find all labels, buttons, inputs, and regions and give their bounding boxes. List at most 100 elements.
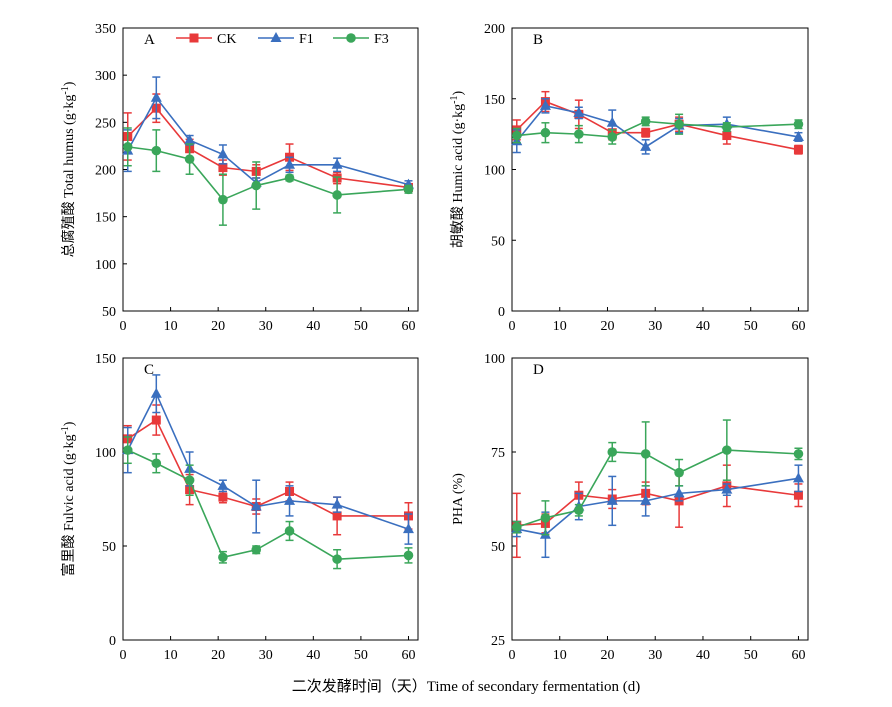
- data-point: [607, 447, 618, 457]
- data-point: [250, 500, 262, 511]
- data-point: [792, 130, 804, 141]
- y-axis-label: 总腐殖酸 Total humus (g·kg-1): [60, 81, 78, 257]
- x-tick-label: 30: [648, 648, 662, 663]
- x-axis-title: 二次发酵时间（天）Time of secondary fermentation …: [292, 678, 641, 695]
- legend-entry-f3: F3: [333, 32, 389, 47]
- data-point: [511, 130, 522, 141]
- series-line: [127, 96, 409, 186]
- data-point: [251, 544, 262, 555]
- legend-marker: [270, 32, 282, 42]
- y-axis-label: 胡敏酸 Humic acid (g·kg-1): [449, 91, 467, 249]
- data-point: [540, 513, 551, 523]
- x-tick-label: 50: [354, 648, 368, 663]
- data-point: [403, 550, 414, 561]
- series-line: [516, 449, 799, 528]
- y-tick-label: 100: [95, 446, 116, 461]
- x-tick-label: 10: [553, 319, 567, 334]
- data-point: [150, 91, 162, 102]
- legend-entry-ck: CK: [176, 32, 236, 47]
- series-line: [127, 449, 409, 560]
- series-f1: [122, 76, 414, 190]
- x-tick-label: 40: [306, 319, 320, 334]
- plot-frame: [511, 27, 809, 312]
- data-point: [539, 99, 551, 110]
- series-ck: [123, 93, 413, 192]
- legend-label: F3: [374, 32, 389, 47]
- x-tick-label: 30: [259, 319, 273, 334]
- y-tick-label: 25: [491, 634, 505, 649]
- legend-marker: [346, 33, 356, 43]
- y-tick-label: 50: [102, 540, 116, 555]
- series-line: [516, 104, 799, 148]
- y-tick-label: 0: [498, 305, 505, 320]
- data-point: [251, 180, 262, 191]
- data-point: [640, 116, 651, 127]
- series-line: [516, 120, 799, 138]
- y-axis-label: PHA (%): [451, 473, 466, 525]
- legend: CK F1 F3: [176, 32, 389, 47]
- legend-marker: [189, 33, 199, 43]
- y-tick-label: 100: [95, 258, 116, 273]
- series-line: [516, 100, 799, 151]
- data-point: [218, 492, 228, 502]
- x-tick-label: 60: [791, 319, 805, 334]
- x-tick-label: 50: [744, 319, 758, 334]
- data-point: [284, 526, 295, 536]
- data-point: [332, 511, 342, 521]
- y-tick-label: 50: [491, 234, 505, 249]
- data-point: [402, 523, 414, 534]
- data-point: [540, 127, 551, 138]
- x-tick-label: 20: [211, 648, 225, 663]
- data-point: [793, 119, 804, 130]
- y-tick-label: 0: [109, 634, 116, 649]
- x-tick-label: 20: [211, 319, 225, 334]
- data-point: [151, 458, 162, 469]
- data-point: [284, 173, 295, 183]
- data-point: [793, 145, 803, 155]
- x-tick-label: 50: [744, 648, 758, 663]
- data-point: [793, 449, 804, 459]
- data-point: [218, 194, 228, 205]
- series-line: [127, 146, 409, 201]
- legend-entry-f1: F1: [258, 32, 314, 47]
- x-tick-label: 60: [401, 319, 415, 334]
- series-f3: [122, 127, 414, 226]
- data-point: [674, 467, 684, 478]
- data-point: [122, 445, 133, 455]
- y-tick-label: 100: [484, 164, 505, 179]
- data-point: [122, 142, 133, 152]
- x-tick-label: 10: [164, 648, 178, 663]
- series-f1: [511, 464, 804, 559]
- data-point: [331, 498, 343, 509]
- x-tick-label: 10: [164, 319, 178, 334]
- x-tick-label: 60: [791, 648, 805, 663]
- x-tick-label: 20: [600, 319, 614, 334]
- y-tick-label: 150: [95, 211, 116, 226]
- data-point: [150, 387, 162, 398]
- data-point: [218, 552, 228, 563]
- y-tick-label: 300: [95, 69, 116, 84]
- plot-frame: [511, 357, 809, 641]
- series-line: [127, 391, 409, 530]
- data-point: [573, 106, 585, 117]
- series-f1: [122, 374, 414, 545]
- panel-letter: C: [144, 362, 154, 378]
- y-tick-label: 200: [484, 22, 505, 37]
- data-point: [674, 119, 684, 130]
- data-point: [217, 148, 229, 159]
- y-tick-label: 50: [491, 540, 505, 555]
- data-point: [284, 158, 296, 169]
- x-tick-label: 0: [509, 319, 516, 334]
- panel-b: 0 50 100 150 200 0 10 20 30 40 50 60 B 胡敏酸 Humic acid…: [449, 22, 809, 334]
- series-f3: [511, 113, 804, 145]
- y-axis-label: 富里酸 Fulvic acid (g·kg-1): [60, 421, 78, 576]
- legend-label: CK: [217, 32, 236, 47]
- data-point: [722, 122, 732, 132]
- data-point: [606, 494, 618, 505]
- data-point: [722, 445, 732, 455]
- x-tick-label: 40: [306, 648, 320, 663]
- panel-c: 0 50 100 150 0 10 20 30 40 50 60 C 富里酸 Fulvic acid (…: [60, 352, 419, 663]
- data-point: [640, 140, 652, 151]
- y-tick-label: 50: [102, 305, 116, 320]
